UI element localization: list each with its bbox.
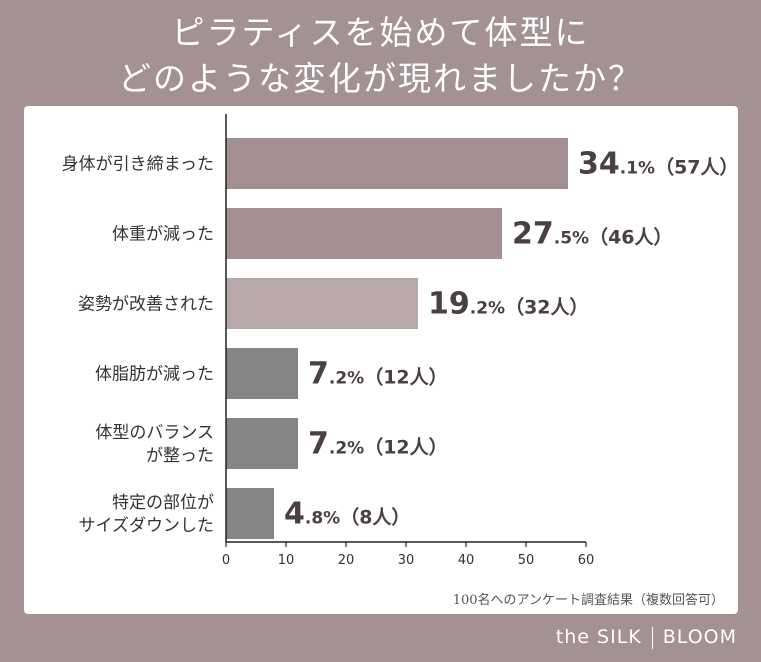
x-tick-label-10: 10 — [278, 553, 295, 568]
category-label-5: 体型のバランスが整った — [95, 423, 214, 466]
value-label-3: 19.2%（32人） — [428, 287, 589, 322]
bar-6 — [226, 488, 274, 539]
page-title: ピラティスを始めて体型に どのような変化が現れましたか？ — [0, 10, 761, 102]
category-label-2: 体重が減った — [112, 225, 214, 245]
bar-5 — [226, 418, 298, 469]
x-tick-label-20: 20 — [338, 553, 355, 568]
x-tick-label-30: 30 — [398, 553, 415, 568]
brand-logo: the SILK BLOOM — [556, 626, 737, 649]
value-label-1: 34.1%（57人） — [578, 147, 738, 182]
title-line-1: ピラティスを始めて体型に — [171, 13, 590, 52]
x-tick-label-40: 40 — [458, 553, 475, 568]
x-tick-label-0: 0 — [222, 553, 230, 568]
value-label-2: 27.5%（46人） — [512, 217, 673, 252]
brand-divider — [651, 626, 653, 649]
category-label-1: 身体が引き締まった — [62, 155, 214, 175]
category-label-6: 特定の部位がサイズダウンした — [79, 493, 215, 536]
x-tick-label-50: 50 — [518, 553, 535, 568]
brand-right: BLOOM — [662, 626, 737, 648]
title-line-2: どのような変化が現れましたか？ — [118, 59, 643, 98]
bar-2 — [226, 208, 502, 259]
bar-3 — [226, 278, 418, 329]
survey-footnote: 100名へのアンケート調査結果（複数回答可） — [452, 593, 724, 608]
x-tick-label-60: 60 — [578, 553, 595, 568]
brand-left: the SILK — [555, 626, 642, 648]
value-label-6: 4.8%（8人） — [284, 497, 410, 532]
bar-4 — [226, 348, 298, 399]
value-label-4: 7.2%（12人） — [308, 357, 448, 392]
category-label-4: 体脂肪が減った — [95, 365, 214, 385]
value-label-5: 7.2%（12人） — [308, 427, 448, 462]
category-label-3: 姿勢が改善された — [78, 295, 214, 315]
bar-chart: 身体が引き締まった 34.1%（57人） 体重が減った 27.5%（46人） 姿勢が改善… — [62, 114, 738, 568]
chart-panel: 身体が引き締まった 34.1%（57人） 体重が減った 27.5%（46人） 姿勢が改善… — [24, 106, 738, 614]
bar-1 — [226, 138, 568, 189]
